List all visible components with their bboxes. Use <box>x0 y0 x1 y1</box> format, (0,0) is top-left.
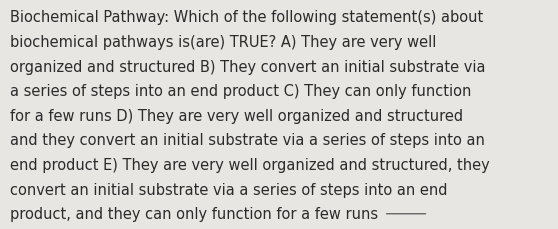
Text: Biochemical Pathway: Which of the following statement(s) about: Biochemical Pathway: Which of the follow… <box>10 10 483 25</box>
Text: product, and they can only function for a few runs: product, and they can only function for … <box>10 206 378 221</box>
Text: convert an initial substrate via a series of steps into an end: convert an initial substrate via a serie… <box>10 182 448 197</box>
Text: product, and they can only function for a few runs: product, and they can only function for … <box>10 206 378 221</box>
Text: biochemical pathways is(are) TRUE? A) They are very well: biochemical pathways is(are) TRUE? A) Th… <box>10 35 436 50</box>
Text: a series of steps into an end product C) They can only function: a series of steps into an end product C)… <box>10 84 472 99</box>
Text: organized and structured B) They convert an initial substrate via: organized and structured B) They convert… <box>10 59 485 74</box>
Text: for a few runs D) They are very well organized and structured: for a few runs D) They are very well org… <box>10 108 463 123</box>
Text: end product E) They are very well organized and structured, they: end product E) They are very well organi… <box>10 157 490 172</box>
Text: and they convert an initial substrate via a series of steps into an: and they convert an initial substrate vi… <box>10 133 485 148</box>
